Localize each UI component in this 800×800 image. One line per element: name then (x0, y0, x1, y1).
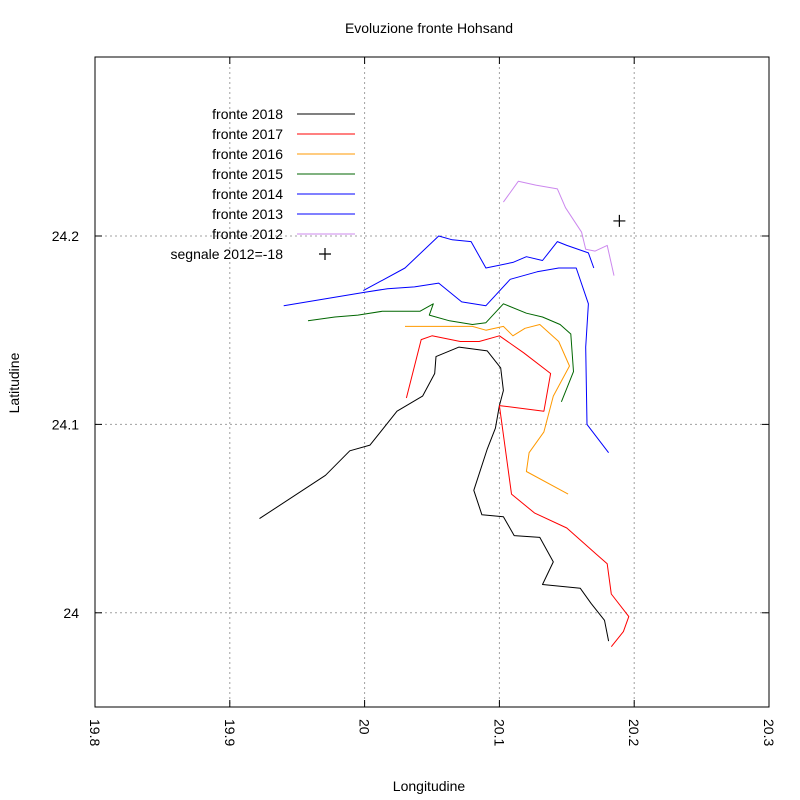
tick-marks: 19.8 19.9 20 20.1 20.2 20.3 24 24.1 24.2 (52, 57, 777, 746)
legend: fronte 2018 fronte 2017 fronte 2016 fronte … (171, 106, 355, 262)
x-tick-label: 20.1 (491, 719, 507, 746)
legend-label: fronte 2014 (212, 186, 283, 202)
series-fronte-2018-line (259, 346, 610, 642)
x-tick-label: 19.9 (222, 719, 238, 746)
series-fronte-2013-line (363, 235, 595, 292)
x-tick-label: 20.2 (626, 719, 642, 746)
series-segnale-2012-18-point (613, 214, 626, 227)
series-fronte-2016-line (405, 324, 570, 495)
grid-lines (95, 57, 769, 707)
legend-swatch (319, 248, 331, 260)
legend-label: fronte 2017 (212, 126, 283, 142)
legend-label: fronte 2013 (212, 206, 283, 222)
series-fronte-2015-line (307, 303, 574, 402)
series-fronte-2017-line (405, 335, 630, 648)
chart-title: Evoluzione fronte Hohsand (345, 20, 513, 36)
x-tick-label: 20 (357, 719, 373, 735)
x-axis-label: Longitudine (393, 778, 466, 794)
legend-label: fronte 2016 (212, 146, 283, 162)
series-fronte-2014-line (283, 267, 609, 454)
legend-label: fronte 2018 (212, 106, 283, 122)
y-tick-label: 24.2 (52, 228, 79, 244)
plot-frame (94, 56, 770, 708)
y-axis-label: Latitudine (6, 352, 22, 413)
x-tick-label: 20.3 (761, 719, 777, 746)
legend-label: fronte 2012 (212, 226, 283, 242)
series-layer (259, 180, 630, 648)
y-tick-label: 24 (63, 605, 79, 621)
y-tick-label: 24.1 (52, 416, 79, 432)
x-tick-label: 19.8 (87, 719, 103, 746)
legend-label: segnale 2012=-18 (171, 246, 284, 262)
series-fronte-2012-line (502, 180, 615, 276)
legend-label: fronte 2015 (212, 166, 283, 182)
